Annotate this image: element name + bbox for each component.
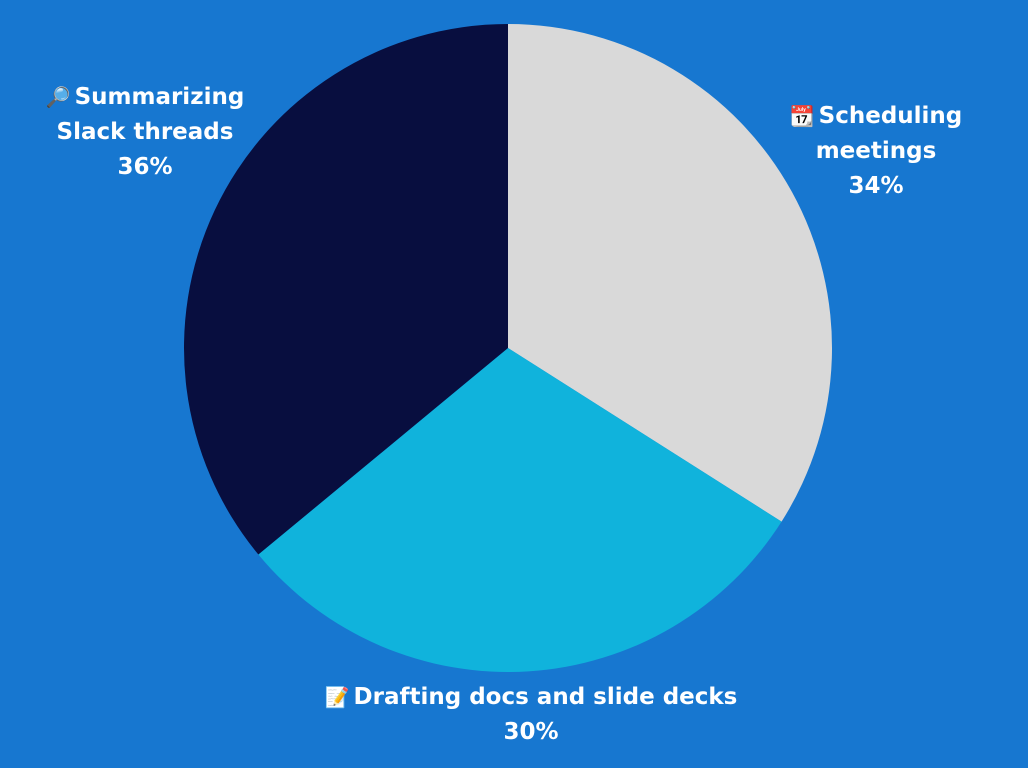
slice-value-drafting-docs: 30%: [503, 719, 559, 745]
magnifying-glass-icon: 🔎: [45, 85, 71, 109]
calendar-icon: 📆: [789, 104, 815, 128]
slice-label-scheduling-meetings-line-1: 📆 Scheduling: [776, 99, 976, 134]
slice-label-summarizing-slack-text-1: Summarizing: [74, 84, 245, 110]
pie-slice-drafting-docs-and-slide-decks: [258, 348, 782, 673]
slice-label-drafting-docs-line-1: 📝 Drafting docs and slide decks: [281, 680, 781, 715]
slice-label-scheduling-meetings-text-1: Scheduling: [818, 103, 963, 129]
pie-slice-scheduling-meetings: [508, 24, 833, 522]
slice-label-summarizing-slack-line-1: 🔎 Summarizing: [35, 80, 255, 115]
slice-value-summarizing-slack: 36%: [117, 154, 173, 180]
pie-slice-summarizing-slack-threads: [183, 24, 509, 555]
slice-value-scheduling-meetings: 34%: [848, 173, 904, 199]
slice-label-summarizing-slack-line-2: Slack threads: [56, 119, 234, 145]
slice-label-scheduling-meetings-line-2: meetings: [815, 138, 937, 164]
memo-icon: 📝: [324, 685, 350, 709]
slice-label-drafting-docs: 📝 Drafting docs and slide decks 30%: [281, 680, 781, 750]
slice-label-summarizing-slack: 🔎 Summarizing Slack threads 36%: [35, 80, 255, 185]
slice-label-drafting-docs-text-1: Drafting docs and slide decks: [353, 684, 738, 710]
slice-label-scheduling-meetings: 📆 Scheduling meetings 34%: [776, 99, 976, 204]
